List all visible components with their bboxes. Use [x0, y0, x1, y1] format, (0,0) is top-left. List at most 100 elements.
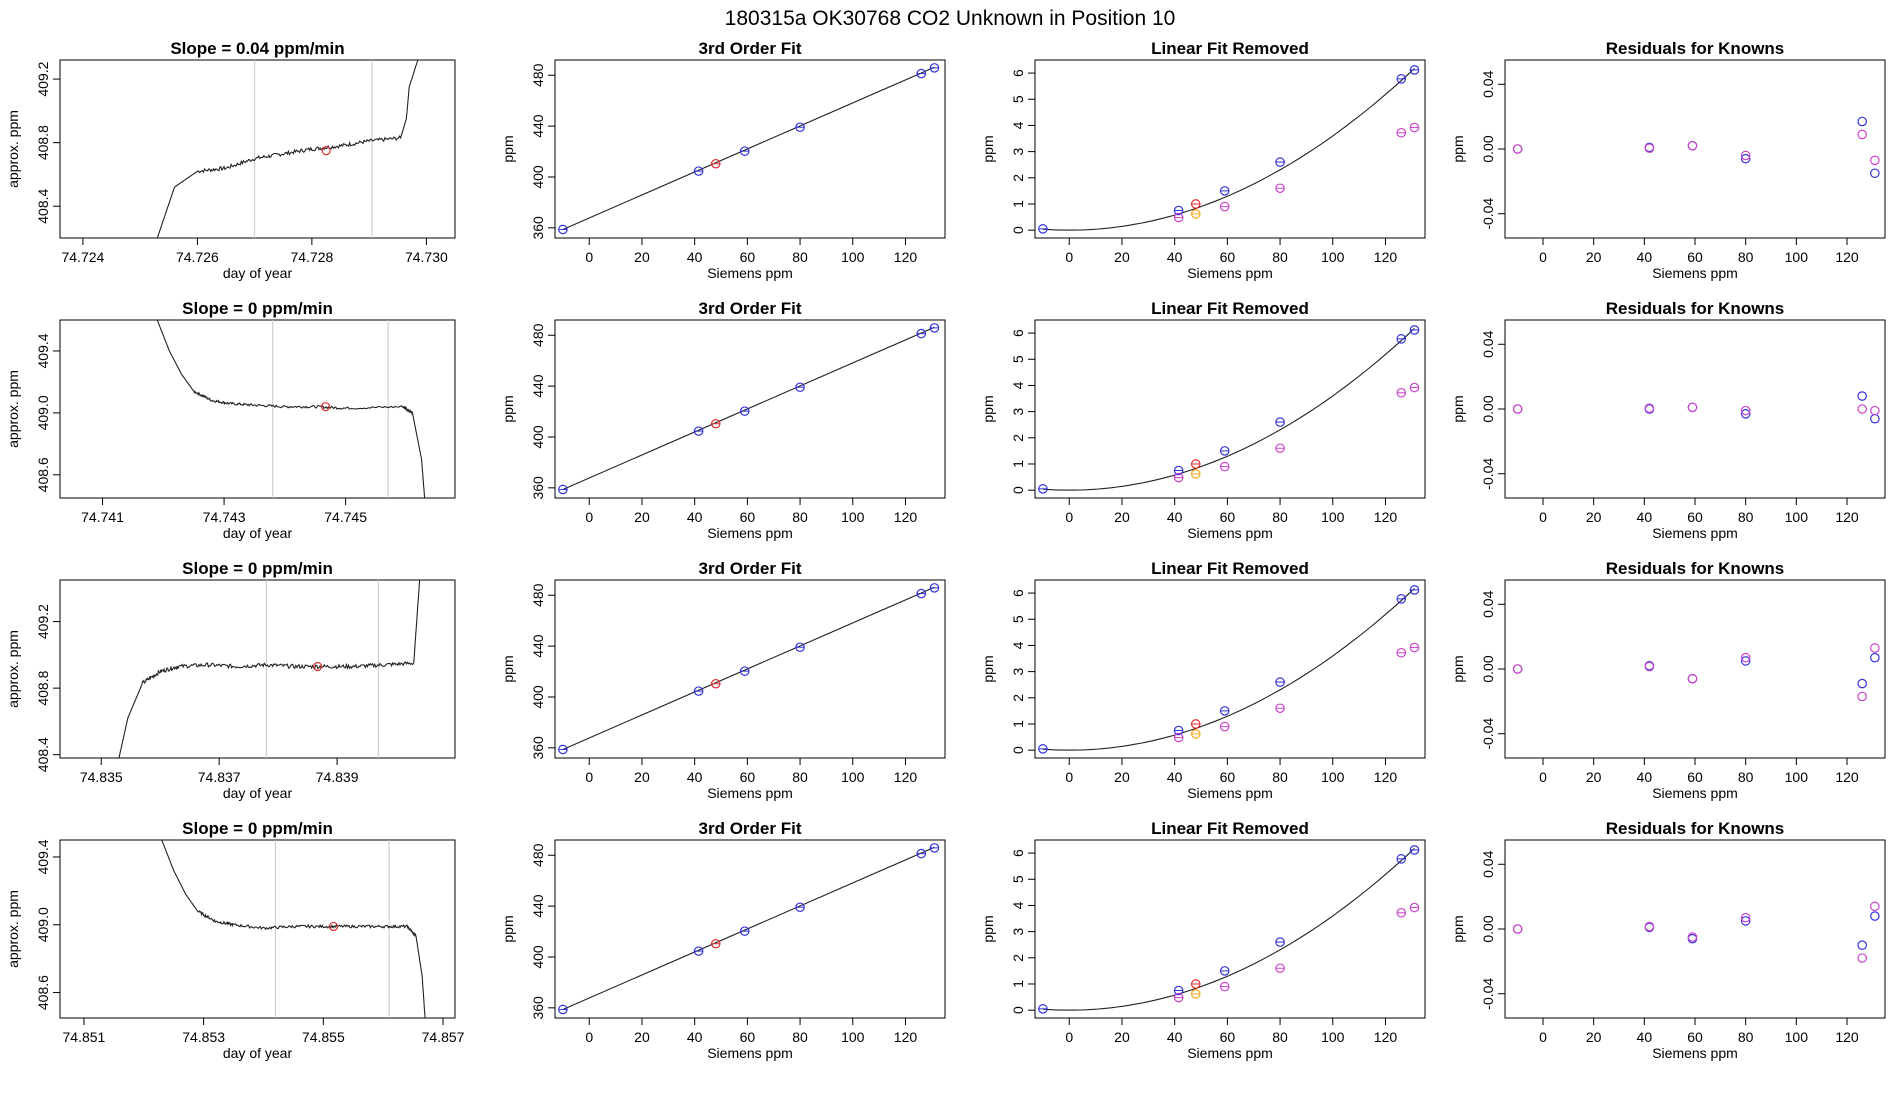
data-point	[1870, 911, 1880, 921]
data-point	[1687, 673, 1698, 684]
y-tick-label: 3	[1010, 408, 1026, 416]
data-point	[1740, 652, 1751, 663]
panel-title: Linear Fit Removed	[1151, 819, 1309, 838]
x-tick-label: 120	[1835, 769, 1859, 785]
x-tick-label: 60	[1220, 769, 1236, 785]
x-tick-label: 100	[1785, 249, 1809, 265]
x-tick-label: 80	[792, 1029, 808, 1045]
panel-resid-row-1: Residuals for Knowns 0 20 40 60 80 100 120 -0.04…	[1450, 39, 1886, 281]
panel-trace-row-2: Slope = 0 ppm/min 74.741 74.743 74.745 408.6…	[5, 299, 456, 541]
data-point	[1512, 664, 1523, 674]
y-tick-label: 3	[1010, 668, 1026, 676]
y-tick-label: 6	[1010, 69, 1026, 77]
y-axis-label: ppm	[980, 915, 996, 942]
x-tick-label: 60	[1220, 509, 1236, 525]
y-tick-label: 409.0	[35, 395, 51, 430]
y-axis-label: ppm	[1450, 135, 1466, 162]
y-tick-label: 1	[1010, 720, 1026, 728]
plot-frame	[59, 579, 456, 759]
y-tick-label: 480	[530, 843, 546, 867]
data-point	[1857, 391, 1867, 401]
x-tick-label: 40	[687, 249, 703, 265]
plot-frame	[554, 59, 946, 239]
panel-trace-row-1: Slope = 0.04 ppm/min 74.724 74.726 74.728 74…	[5, 39, 456, 281]
x-tick-label: 40	[1167, 249, 1183, 265]
panel-fit-row-1: 3rd Order Fit 0 20 40 60 80 100 120 360 400 440 480…	[500, 39, 946, 281]
x-tick-label: 74.851	[63, 1029, 106, 1045]
y-tick-label: 440	[530, 634, 546, 658]
y-tick-label: 408.4	[35, 737, 51, 772]
y-tick-label: 5	[1010, 355, 1026, 363]
plot-data	[1038, 65, 1420, 234]
x-tick-label: 40	[1637, 1029, 1653, 1045]
y-tick-label: 2	[1010, 954, 1026, 962]
concentration-trace-line	[156, 60, 419, 238]
x-tick-label: 74.726	[176, 249, 219, 265]
y-tick-label: 5	[1010, 615, 1026, 623]
mean-value-marker	[313, 661, 323, 672]
x-tick-label: 120	[894, 769, 918, 785]
y-tick-label: 0	[1010, 486, 1026, 494]
data-point	[1870, 405, 1880, 416]
y-tick-label: 360	[530, 216, 546, 240]
x-axis-label: Siemens ppm	[707, 525, 793, 541]
panel-title: 3rd Order Fit	[699, 819, 802, 838]
y-tick-label: 408.6	[35, 457, 51, 492]
y-tick-label: 360	[530, 476, 546, 500]
x-tick-label: 20	[1114, 1029, 1130, 1045]
x-axis-label: Siemens ppm	[1652, 785, 1738, 801]
x-tick-label: 20	[1114, 769, 1130, 785]
x-tick-label: 120	[1374, 769, 1398, 785]
data-point	[1870, 168, 1880, 179]
data-point	[1644, 143, 1655, 153]
x-tick-label: 20	[1586, 769, 1602, 785]
y-tick-label: 0.00	[1480, 915, 1496, 942]
x-tick-label: 20	[1586, 249, 1602, 265]
y-tick-label: 480	[530, 63, 546, 87]
plot-frame	[59, 59, 456, 239]
x-tick-label: 40	[1637, 249, 1653, 265]
panel-title: Slope = 0 ppm/min	[182, 819, 333, 838]
plot-data	[156, 60, 419, 238]
concentration-trace-line	[156, 320, 426, 498]
x-tick-label: 60	[740, 509, 756, 525]
x-tick-label: 0	[1065, 509, 1073, 525]
x-tick-label: 80	[1738, 1029, 1754, 1045]
y-tick-label: -0.04	[1480, 198, 1496, 230]
x-tick-label: 80	[1272, 769, 1288, 785]
x-tick-label: 0	[585, 1029, 593, 1045]
panel-title: Residuals for Knowns	[1606, 39, 1785, 58]
panel-linfit-row-2: Linear Fit Removed 0 20 40 60 80 100 120 0 1 2 3 4 5 6…	[980, 299, 1426, 541]
y-axis-label: ppm	[500, 135, 516, 162]
x-tick-label: 0	[1065, 1029, 1073, 1045]
data-point	[1740, 409, 1751, 419]
x-tick-label: 74.728	[290, 249, 333, 265]
y-tick-label: 360	[530, 736, 546, 760]
y-axis-label: ppm	[980, 135, 996, 162]
panel-linfit-row-1: Linear Fit Removed 0 20 40 60 80 100 120 0 1 2 3 4 5 6…	[980, 39, 1426, 281]
y-tick-label: 408.8	[35, 670, 51, 705]
y-tick-label: 408.8	[35, 125, 51, 160]
x-tick-label: 120	[1374, 249, 1398, 265]
panel-linfit-row-4: Linear Fit Removed 0 20 40 60 80 100 120 0 1 2 3 4 5 6…	[980, 819, 1426, 1061]
y-axis-label: approx. ppm	[5, 110, 21, 188]
y-axis-label: ppm	[1450, 655, 1466, 682]
plot-data	[156, 320, 426, 498]
data-point	[1740, 153, 1751, 164]
x-tick-label: 120	[1374, 509, 1398, 525]
plot-data	[558, 323, 940, 495]
x-tick-label: 60	[1687, 249, 1703, 265]
panel-title: 3rd Order Fit	[699, 299, 802, 318]
figure-title: 180315a OK30768 CO2 Unknown in Position …	[725, 7, 1176, 30]
x-tick-label: 20	[634, 1029, 650, 1045]
panel-title: Residuals for Knowns	[1606, 299, 1785, 318]
data-point	[1740, 405, 1751, 416]
plot-data	[558, 63, 940, 235]
x-tick-label: 74.857	[422, 1029, 465, 1045]
x-tick-label: 120	[1374, 1029, 1398, 1045]
data-point	[1644, 403, 1655, 413]
data-point	[1740, 150, 1751, 161]
x-tick-label: 100	[1321, 769, 1345, 785]
y-axis-label: ppm	[1450, 915, 1466, 942]
